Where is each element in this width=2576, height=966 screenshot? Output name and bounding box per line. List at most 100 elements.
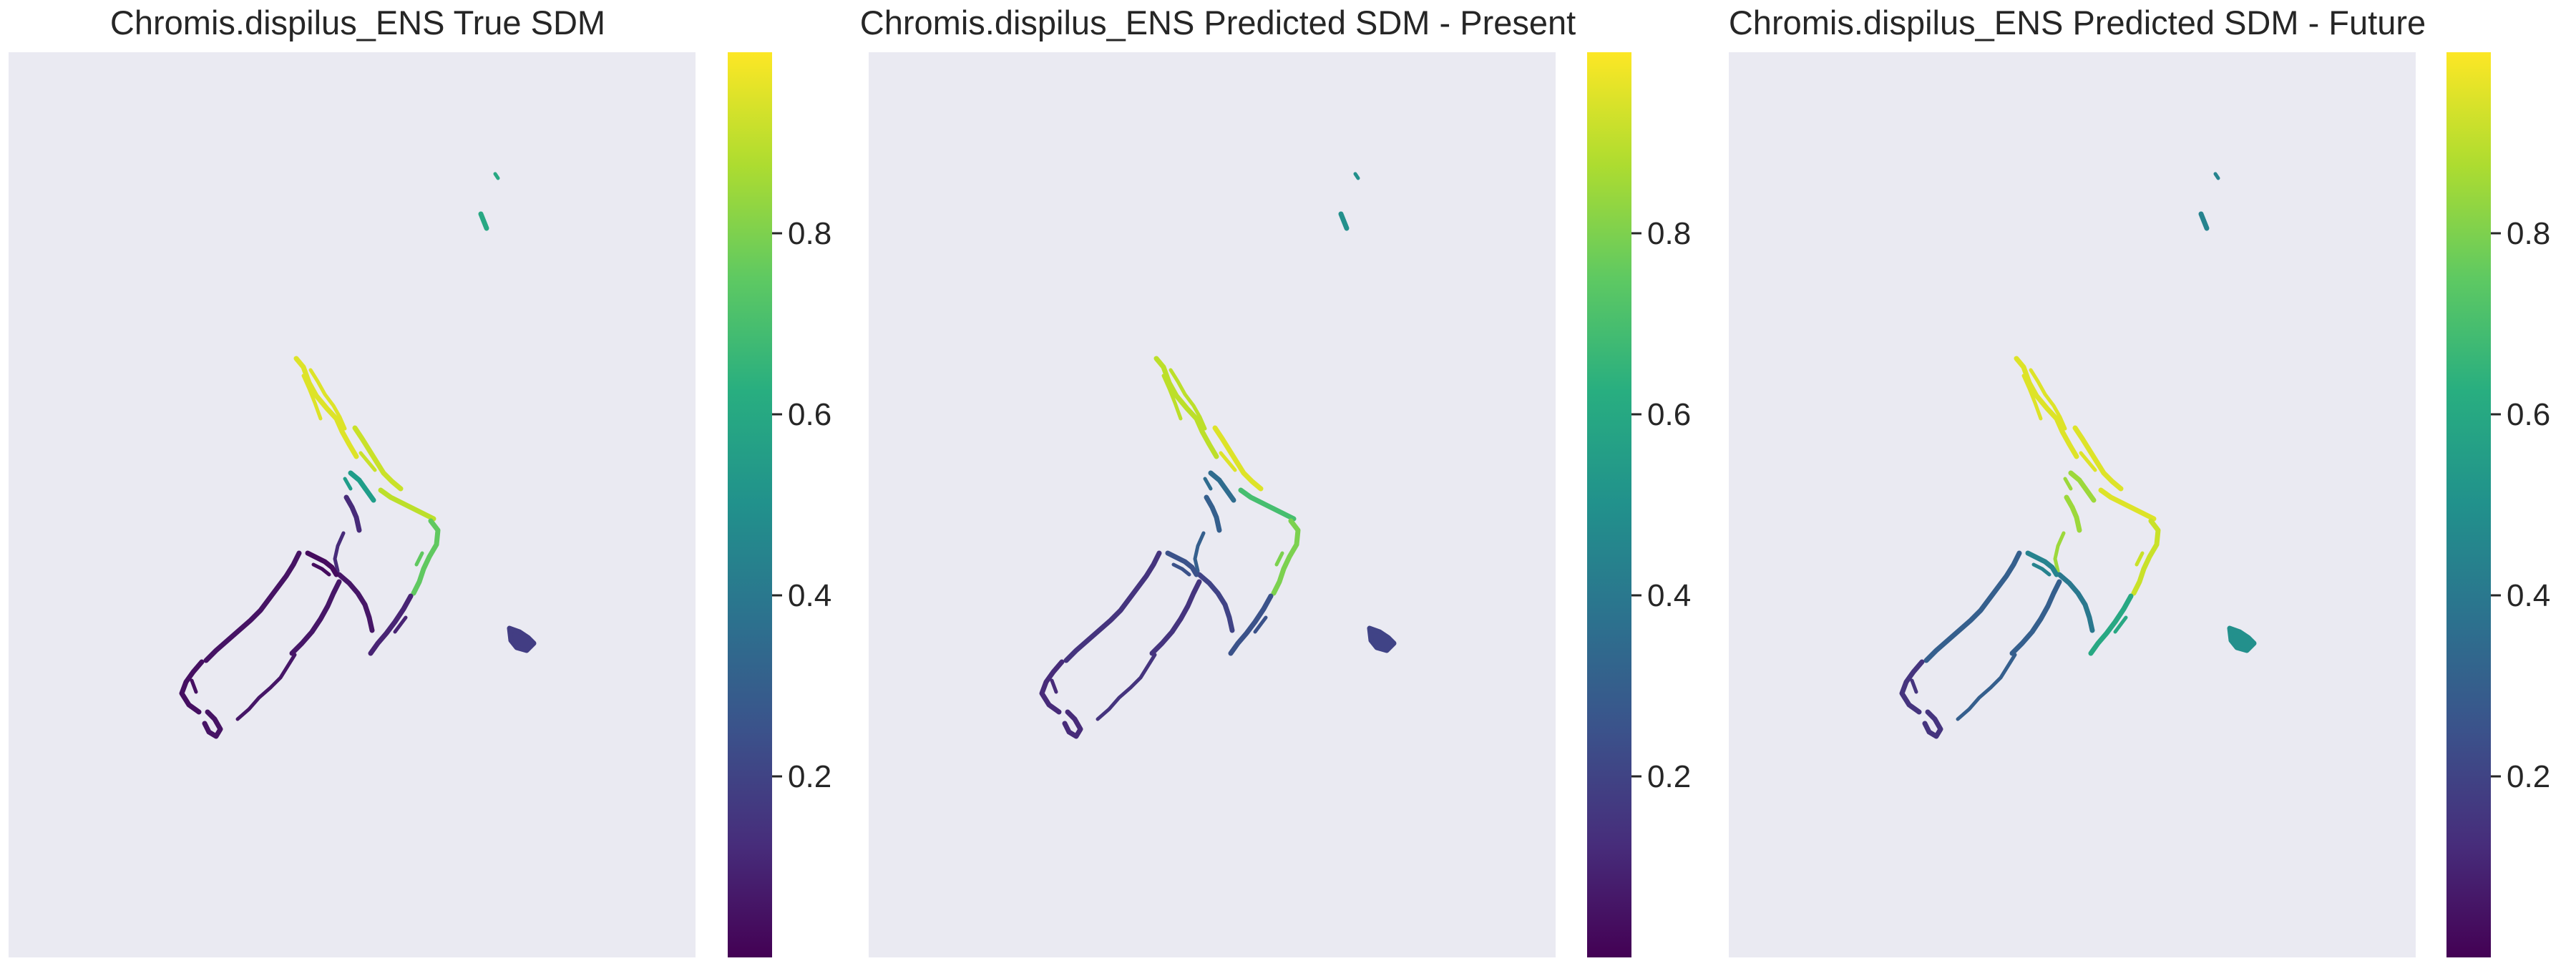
heatmap-region-fiordland <box>1039 659 1065 715</box>
heatmap-region-west-coast-ni <box>1193 531 1206 573</box>
heatmap-region-south-island-e <box>289 579 342 656</box>
panel-1: Chromis.dispilus_ENS True SDM 0.2 0.4 0.6 0.… <box>9 4 831 957</box>
heatmap-region-bay-of-plenty <box>2098 487 2157 522</box>
colorbar-tick-label: 0.8 <box>788 216 831 251</box>
heatmap-region-fiordland <box>179 659 205 715</box>
heatmap-region-three-kings <box>1338 211 1350 231</box>
colorbar-tick-label: 0.6 <box>1647 397 1691 432</box>
map-layer <box>179 172 537 739</box>
heatmap-region-marlborough <box>2025 550 2059 577</box>
heatmap-region-northland <box>1161 374 1183 421</box>
heatmap-region-fiordland <box>1899 659 1925 715</box>
panel-3: Chromis.dispilus_ENS Predicted SDM - Fut… <box>1729 4 2550 957</box>
heatmap-region-stewart-island <box>1922 709 1943 739</box>
heatmap-region-hawkes-bay <box>2088 593 2134 656</box>
heatmap-region-east-cape <box>2135 551 2145 567</box>
heatmap-region-bay-of-plenty <box>378 487 436 522</box>
heatmap-region-northland <box>2029 368 2067 431</box>
heatmap-region-auckland <box>352 425 404 492</box>
map-layer <box>1039 172 1397 739</box>
heatmap-region-stewart-island <box>202 709 223 739</box>
panel-title: Chromis.dispilus_ENS Predicted SDM - Pre… <box>860 4 1576 42</box>
heatmap-region-chatham <box>507 625 537 653</box>
heatmap-region-auckland <box>2079 451 2097 472</box>
heatmap-region-bay-of-plenty <box>1238 487 1297 522</box>
heatmap-region-fiordland <box>1050 678 1058 694</box>
heatmap-region-coromandel <box>1208 470 1236 503</box>
heatmap-region-wellington <box>1196 572 1235 633</box>
heatmap-region-south-island-e <box>1149 579 1202 656</box>
colorbar-tick-label: 0.4 <box>2507 578 2550 613</box>
heatmap-region-hawkes-bay <box>368 593 414 656</box>
heatmap-region-east-cape <box>2131 518 2161 596</box>
heatmap-region-east-cape <box>1271 518 1301 596</box>
heatmap-region-west-coast-ni <box>2064 494 2082 533</box>
panel-title: Chromis.dispilus_ENS True SDM <box>110 4 605 42</box>
heatmap-region-northland <box>1153 356 1219 459</box>
colorbar-tick-label: 0.2 <box>788 759 831 794</box>
heatmap-region-hawkes-bay <box>1228 593 1274 656</box>
heatmap-region-three-kings <box>493 172 500 180</box>
heatmap-region-coromandel <box>343 477 353 491</box>
colorbar <box>728 52 772 957</box>
colorbar-tick-label: 0.8 <box>1647 216 1691 251</box>
heatmap-region-south-island-w <box>255 601 268 615</box>
heatmap-region-northland <box>293 356 359 459</box>
heatmap-region-south-island-e <box>235 653 297 721</box>
colorbar-tick-label: 0.6 <box>2507 397 2550 432</box>
colorbar-tick-label: 0.4 <box>1647 578 1691 613</box>
heatmap-region-coromandel <box>2068 470 2097 503</box>
panel-2: Chromis.dispilus_ENS Predicted SDM - Pre… <box>860 4 1691 957</box>
heatmap-region-three-kings <box>2198 211 2210 231</box>
heatmap-region-coromandel <box>348 470 376 503</box>
heatmap-region-hawkes-bay <box>1253 615 1268 634</box>
heatmap-region-auckland <box>2072 425 2124 492</box>
heatmap-region-stewart-island <box>1062 709 1083 739</box>
heatmap-region-chatham <box>2227 625 2257 653</box>
heatmap-region-hawkes-bay <box>393 615 408 634</box>
heatmap-region-hawkes-bay <box>2113 615 2128 634</box>
colorbar-tick-label: 0.2 <box>2507 759 2550 794</box>
colorbar-tick-label: 0.2 <box>1647 759 1691 794</box>
heatmap-region-east-cape <box>414 551 424 567</box>
heatmap-region-south-island-e <box>1096 653 1157 721</box>
heatmap-region-marlborough <box>1165 550 1199 577</box>
colorbar-tick-label: 0.4 <box>788 578 831 613</box>
heatmap-region-northland <box>2021 374 2043 421</box>
heatmap-region-marlborough <box>311 562 331 577</box>
heatmap-region-south-island-w <box>1116 601 1128 615</box>
heatmap-region-auckland <box>358 451 377 472</box>
heatmap-region-west-coast-ni <box>1204 494 1222 533</box>
heatmap-region-south-island-e <box>1956 653 2017 721</box>
heatmap-region-west-coast-ni <box>343 494 362 533</box>
heatmap-region-east-cape <box>1274 551 1284 567</box>
heatmap-region-three-kings <box>478 211 489 231</box>
heatmap-region-northland <box>2014 356 2079 459</box>
heatmap-region-coromandel <box>2063 477 2073 491</box>
heatmap-region-coromandel <box>1203 477 1213 491</box>
map-layer <box>1899 172 2257 739</box>
heatmap-region-west-coast-ni <box>333 531 346 573</box>
colorbar <box>1587 52 1631 957</box>
heatmap-region-south-island-e <box>2009 579 2062 656</box>
heatmap-region-three-kings <box>1353 172 1360 180</box>
heatmap-region-marlborough <box>305 550 339 577</box>
heatmap-region-wellington <box>336 572 375 633</box>
panel-title: Chromis.dispilus_ENS Predicted SDM - Fut… <box>1729 4 2426 42</box>
heatmap-region-west-coast-ni <box>2053 531 2066 573</box>
heatmap-region-northland <box>1169 368 1207 431</box>
heatmap-region-marlborough <box>2031 562 2051 577</box>
heatmap-region-fiordland <box>190 678 198 694</box>
heatmap-region-auckland <box>1212 425 1264 492</box>
colorbar-tick-label: 0.6 <box>788 397 831 432</box>
heatmap-region-three-kings <box>2213 172 2220 180</box>
colorbar <box>2446 52 2491 957</box>
heatmap-region-fiordland <box>1910 678 1918 694</box>
heatmap-region-northland <box>301 374 323 421</box>
heatmap-region-auckland <box>1219 451 1237 472</box>
colorbar-tick-label: 0.8 <box>2507 216 2550 251</box>
heatmap-region-east-cape <box>411 518 441 596</box>
heatmap-region-chatham <box>1367 625 1397 653</box>
heatmap-region-south-island-w <box>1976 601 1989 615</box>
